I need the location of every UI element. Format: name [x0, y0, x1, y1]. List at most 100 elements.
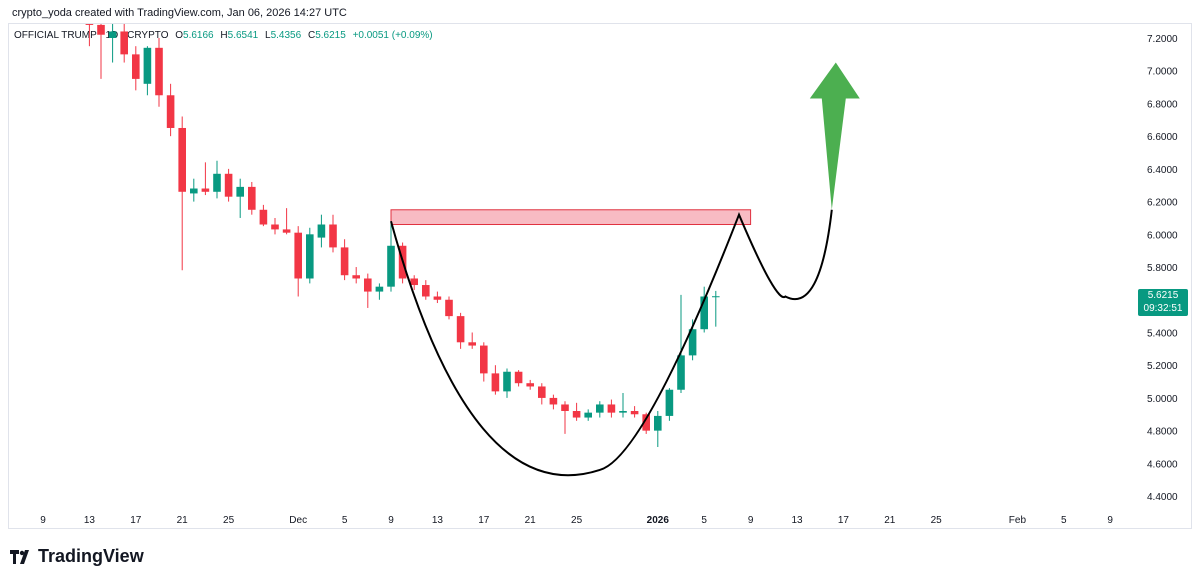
candle-body [526, 383, 534, 387]
tradingview-logo[interactable]: TradingView [10, 546, 144, 567]
high-value: 5.6541 [227, 30, 259, 41]
tradingview-logo-icon [10, 549, 29, 564]
x-tick-label: 13 [432, 515, 444, 526]
x-tick-label: 21 [525, 515, 537, 526]
candle-body [688, 329, 697, 356]
candle-body [700, 296, 708, 330]
candle-body [224, 173, 233, 197]
y-tick-label: 5.8000 [1147, 263, 1178, 274]
candle-body [538, 386, 546, 398]
candle-body [619, 411, 627, 413]
candle-body [433, 296, 442, 300]
candle-body [677, 355, 685, 390]
last-price-value: 5.6215 [1147, 290, 1179, 301]
y-tick-label: 6.8000 [1147, 99, 1178, 110]
candle-body [375, 286, 384, 292]
x-tick-label: 21 [177, 515, 189, 526]
x-tick-label: 9 [40, 515, 46, 526]
candle-body [387, 245, 395, 287]
y-tick-label: 6.0000 [1147, 230, 1178, 241]
x-tick-label: 25 [571, 515, 583, 526]
x-tick-label: 17 [838, 515, 850, 526]
candle-body [178, 127, 186, 192]
change-value: +0.0051 (+0.09%) [352, 30, 433, 41]
x-tick-label: 5 [1061, 515, 1067, 526]
up-arrow [809, 62, 860, 210]
candle-body [584, 412, 592, 418]
candle-body [445, 299, 453, 317]
candle-body [97, 24, 105, 35]
candle-body [236, 186, 244, 197]
chart-attribution: crypto_yoda created with TradingView.com… [12, 7, 347, 19]
y-tick-label: 5.4000 [1147, 328, 1178, 339]
candle-body [654, 415, 662, 431]
y-tick-label: 7.0000 [1147, 67, 1178, 78]
x-tick-label: 2026 [647, 515, 670, 526]
candle-body [143, 47, 152, 84]
candle-body [468, 342, 476, 346]
candle-body [642, 414, 650, 431]
plot-area [85, 24, 860, 477]
candle-body [271, 224, 279, 230]
candle-body [572, 411, 581, 418]
x-tick-label: 13 [791, 515, 803, 526]
candle-body [201, 188, 210, 192]
y-tick-label: 5.2000 [1147, 361, 1178, 372]
candle-body [514, 371, 523, 384]
candle-body [561, 404, 569, 412]
x-tick-label: 21 [884, 515, 896, 526]
candle-body [213, 173, 221, 192]
symbol-label[interactable]: OFFICIAL TRUMP · 1D · CRYPTO [14, 30, 169, 41]
candle-body [259, 209, 268, 225]
x-tick-label: 9 [388, 515, 394, 526]
ohlc-legend: OFFICIAL TRUMP · 1D · CRYPTO O5.6166 H5.… [14, 30, 433, 41]
candle-body [630, 411, 639, 415]
open-value: 5.6166 [183, 30, 214, 41]
high-label: H [220, 30, 228, 41]
candle-body [665, 389, 674, 416]
candle-body [596, 404, 604, 413]
x-tick-label: 9 [1107, 515, 1113, 526]
x-tick-label: 13 [84, 515, 96, 526]
candle-body [166, 95, 175, 128]
close-value: 5.6215 [315, 30, 346, 41]
x-tick-label: 9 [748, 515, 754, 526]
y-tick-label: 6.2000 [1147, 198, 1178, 209]
candle-body [120, 31, 128, 55]
cup-and-handle-line [390, 209, 833, 477]
x-tick-label: 5 [342, 515, 348, 526]
y-tick-label: 4.8000 [1147, 427, 1178, 438]
candle-body [352, 275, 360, 279]
close-label: C [307, 30, 316, 41]
candle-body [491, 373, 500, 392]
candle-body [108, 31, 117, 38]
brand-name: TradingView [38, 546, 144, 566]
candle-body [317, 224, 326, 238]
candle-body [155, 47, 163, 96]
y-tick-label: 6.4000 [1147, 165, 1178, 176]
y-tick-label: 6.6000 [1147, 132, 1178, 143]
low-label: L [265, 30, 271, 41]
x-tick-label: 17 [130, 515, 142, 526]
candle-body [410, 278, 418, 286]
candle-body [132, 54, 140, 79]
candle-body [712, 296, 720, 298]
low-value: 5.4356 [270, 30, 302, 41]
candle-body [364, 278, 372, 292]
candle-body [85, 24, 94, 25]
y-tick-label: 4.4000 [1147, 492, 1178, 503]
last-price-tag: 5.6215 09:32:51 [1138, 289, 1188, 316]
candle-body [503, 371, 511, 392]
y-tick-label: 5.0000 [1147, 394, 1178, 405]
candle-body [282, 229, 291, 233]
candle-body [422, 285, 430, 297]
resistance-zone [390, 209, 752, 226]
candle-body [329, 224, 337, 248]
candle-body [607, 404, 616, 413]
candle-body [248, 186, 256, 210]
bar-countdown: 09:32:51 [1143, 303, 1183, 314]
candle-body [294, 232, 302, 279]
candle-body [340, 247, 349, 276]
x-tick-label: Dec [289, 515, 307, 526]
